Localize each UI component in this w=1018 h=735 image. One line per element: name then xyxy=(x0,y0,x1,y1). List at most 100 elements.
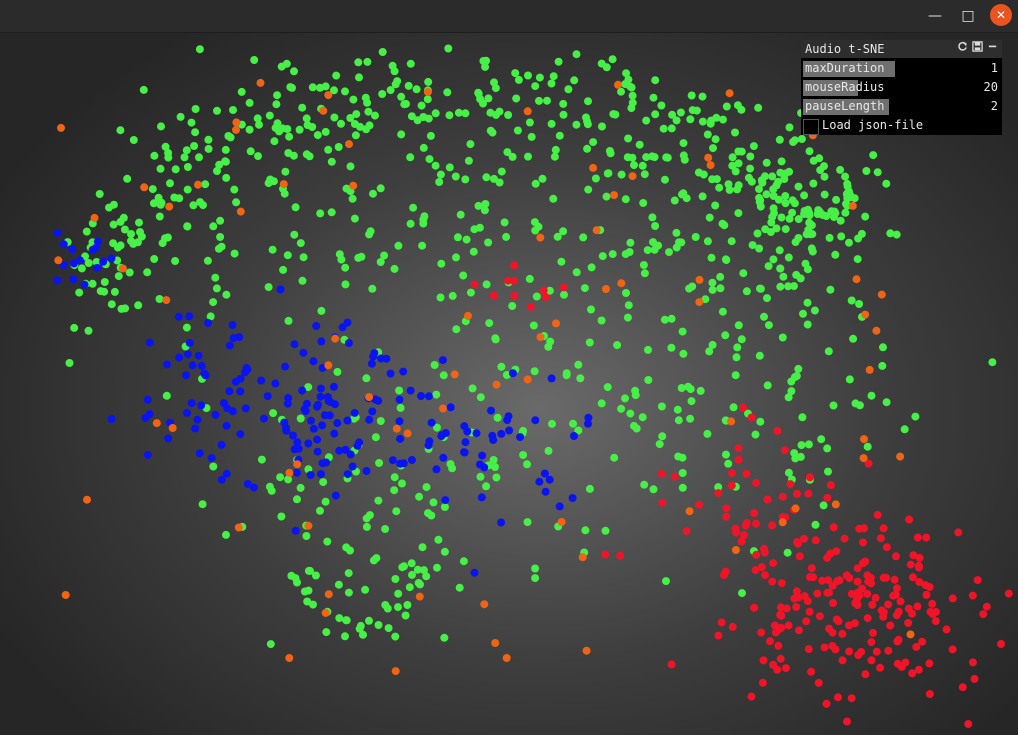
audio-sample-point[interactable] xyxy=(587,305,595,314)
audio-sample-point[interactable] xyxy=(191,128,200,137)
audio-sample-point[interactable] xyxy=(908,669,917,678)
audio-sample-point[interactable] xyxy=(794,364,803,373)
audio-sample-point[interactable] xyxy=(532,292,541,301)
audio-sample-point[interactable] xyxy=(346,162,355,171)
audio-sample-point[interactable] xyxy=(505,426,514,435)
audio-sample-point[interactable] xyxy=(245,125,254,134)
audio-sample-point[interactable] xyxy=(283,399,292,408)
audio-sample-point[interactable] xyxy=(492,380,501,389)
audio-sample-point[interactable] xyxy=(769,185,778,194)
audio-sample-point[interactable] xyxy=(769,559,778,568)
audio-sample-point[interactable] xyxy=(322,458,331,467)
audio-sample-point[interactable] xyxy=(802,617,811,626)
audio-sample-point[interactable] xyxy=(559,227,568,236)
audio-sample-point[interactable] xyxy=(372,554,381,563)
audio-sample-point[interactable] xyxy=(399,367,408,376)
audio-sample-point[interactable] xyxy=(760,312,768,321)
audio-sample-point[interactable] xyxy=(321,497,330,506)
audio-sample-point[interactable] xyxy=(704,153,713,162)
audio-sample-point[interactable] xyxy=(392,507,401,516)
audio-sample-point[interactable] xyxy=(143,395,152,404)
audio-sample-point[interactable] xyxy=(325,411,334,420)
audio-sample-point[interactable] xyxy=(732,353,741,362)
audio-sample-point[interactable] xyxy=(394,603,402,612)
audio-sample-point[interactable] xyxy=(279,180,288,189)
audio-sample-point[interactable] xyxy=(413,116,422,125)
audio-sample-point[interactable] xyxy=(392,424,401,433)
audio-sample-point[interactable] xyxy=(155,295,164,303)
audio-sample-point[interactable] xyxy=(316,384,325,393)
audio-sample-point[interactable] xyxy=(492,473,501,482)
audio-sample-point[interactable] xyxy=(470,568,479,577)
audio-sample-point[interactable] xyxy=(914,665,923,674)
audio-sample-point[interactable] xyxy=(513,126,522,135)
audio-sample-point[interactable] xyxy=(349,95,358,104)
audio-sample-point[interactable] xyxy=(406,219,415,228)
audio-sample-point[interactable] xyxy=(733,101,742,110)
audio-sample-point[interactable] xyxy=(418,241,427,250)
audio-sample-point[interactable] xyxy=(333,367,342,376)
audio-sample-point[interactable] xyxy=(676,108,685,117)
audio-sample-point[interactable] xyxy=(183,185,192,194)
audio-sample-point[interactable] xyxy=(343,470,352,479)
audio-sample-point[interactable] xyxy=(424,114,433,123)
audio-sample-point[interactable] xyxy=(285,654,294,662)
audio-sample-point[interactable] xyxy=(843,191,852,200)
audio-sample-point[interactable] xyxy=(872,647,881,656)
audio-sample-point[interactable] xyxy=(59,261,68,269)
audio-sample-point[interactable] xyxy=(157,122,165,131)
audio-sample-point[interactable] xyxy=(196,198,204,207)
audio-sample-point[interactable] xyxy=(143,268,152,277)
audio-sample-point[interactable] xyxy=(568,494,577,502)
audio-sample-point[interactable] xyxy=(606,149,615,158)
audio-sample-point[interactable] xyxy=(154,193,163,202)
audio-sample-point[interactable] xyxy=(579,233,588,242)
audio-sample-point[interactable] xyxy=(741,521,750,530)
audio-sample-point[interactable] xyxy=(207,454,216,463)
audio-sample-point[interactable] xyxy=(906,630,915,639)
audio-sample-point[interactable] xyxy=(768,172,777,181)
audio-sample-point[interactable] xyxy=(755,351,764,360)
audio-sample-point[interactable] xyxy=(398,563,407,572)
audio-sample-point[interactable] xyxy=(341,632,349,641)
audio-sample-point[interactable] xyxy=(584,413,593,422)
audio-sample-point[interactable] xyxy=(285,132,294,141)
audio-sample-point[interactable] xyxy=(718,307,727,316)
audio-sample-point[interactable] xyxy=(678,469,687,477)
audio-sample-point[interactable] xyxy=(191,105,200,113)
audio-sample-point[interactable] xyxy=(853,601,862,609)
audio-sample-point[interactable] xyxy=(204,144,213,153)
audio-sample-point[interactable] xyxy=(406,59,415,68)
audio-sample-point[interactable] xyxy=(678,453,687,462)
audio-sample-point[interactable] xyxy=(324,590,333,599)
audio-sample-point[interactable] xyxy=(439,371,448,380)
audio-sample-point[interactable] xyxy=(811,520,820,529)
audio-sample-point[interactable] xyxy=(838,656,847,665)
audio-sample-point[interactable] xyxy=(165,202,174,211)
audio-sample-point[interactable] xyxy=(728,161,737,170)
audio-sample-point[interactable] xyxy=(884,646,893,655)
audio-sample-point[interactable] xyxy=(909,551,918,560)
audio-sample-point[interactable] xyxy=(293,495,301,504)
audio-sample-point[interactable] xyxy=(125,268,134,277)
audio-sample-point[interactable] xyxy=(331,491,340,500)
audio-sample-point[interactable] xyxy=(107,254,116,263)
audio-sample-point[interactable] xyxy=(651,110,660,119)
audio-sample-point[interactable] xyxy=(152,419,161,428)
audio-sample-point[interactable] xyxy=(164,434,173,443)
audio-sample-point[interactable] xyxy=(303,399,311,408)
audio-sample-point[interactable] xyxy=(424,392,433,401)
audio-sample-point[interactable] xyxy=(182,371,191,380)
audio-sample-point[interactable] xyxy=(560,290,568,299)
audio-sample-point[interactable] xyxy=(250,56,259,64)
audio-sample-point[interactable] xyxy=(213,167,221,175)
audio-sample-point[interactable] xyxy=(922,533,931,542)
audio-sample-point[interactable] xyxy=(390,264,399,273)
audio-sample-point[interactable] xyxy=(879,612,888,621)
audio-sample-point[interactable] xyxy=(777,603,785,612)
audio-sample-point[interactable] xyxy=(485,319,494,328)
audio-sample-point[interactable] xyxy=(820,643,829,652)
audio-sample-point[interactable] xyxy=(75,256,84,265)
audio-sample-point[interactable] xyxy=(337,255,346,264)
audio-sample-point[interactable] xyxy=(446,403,455,412)
